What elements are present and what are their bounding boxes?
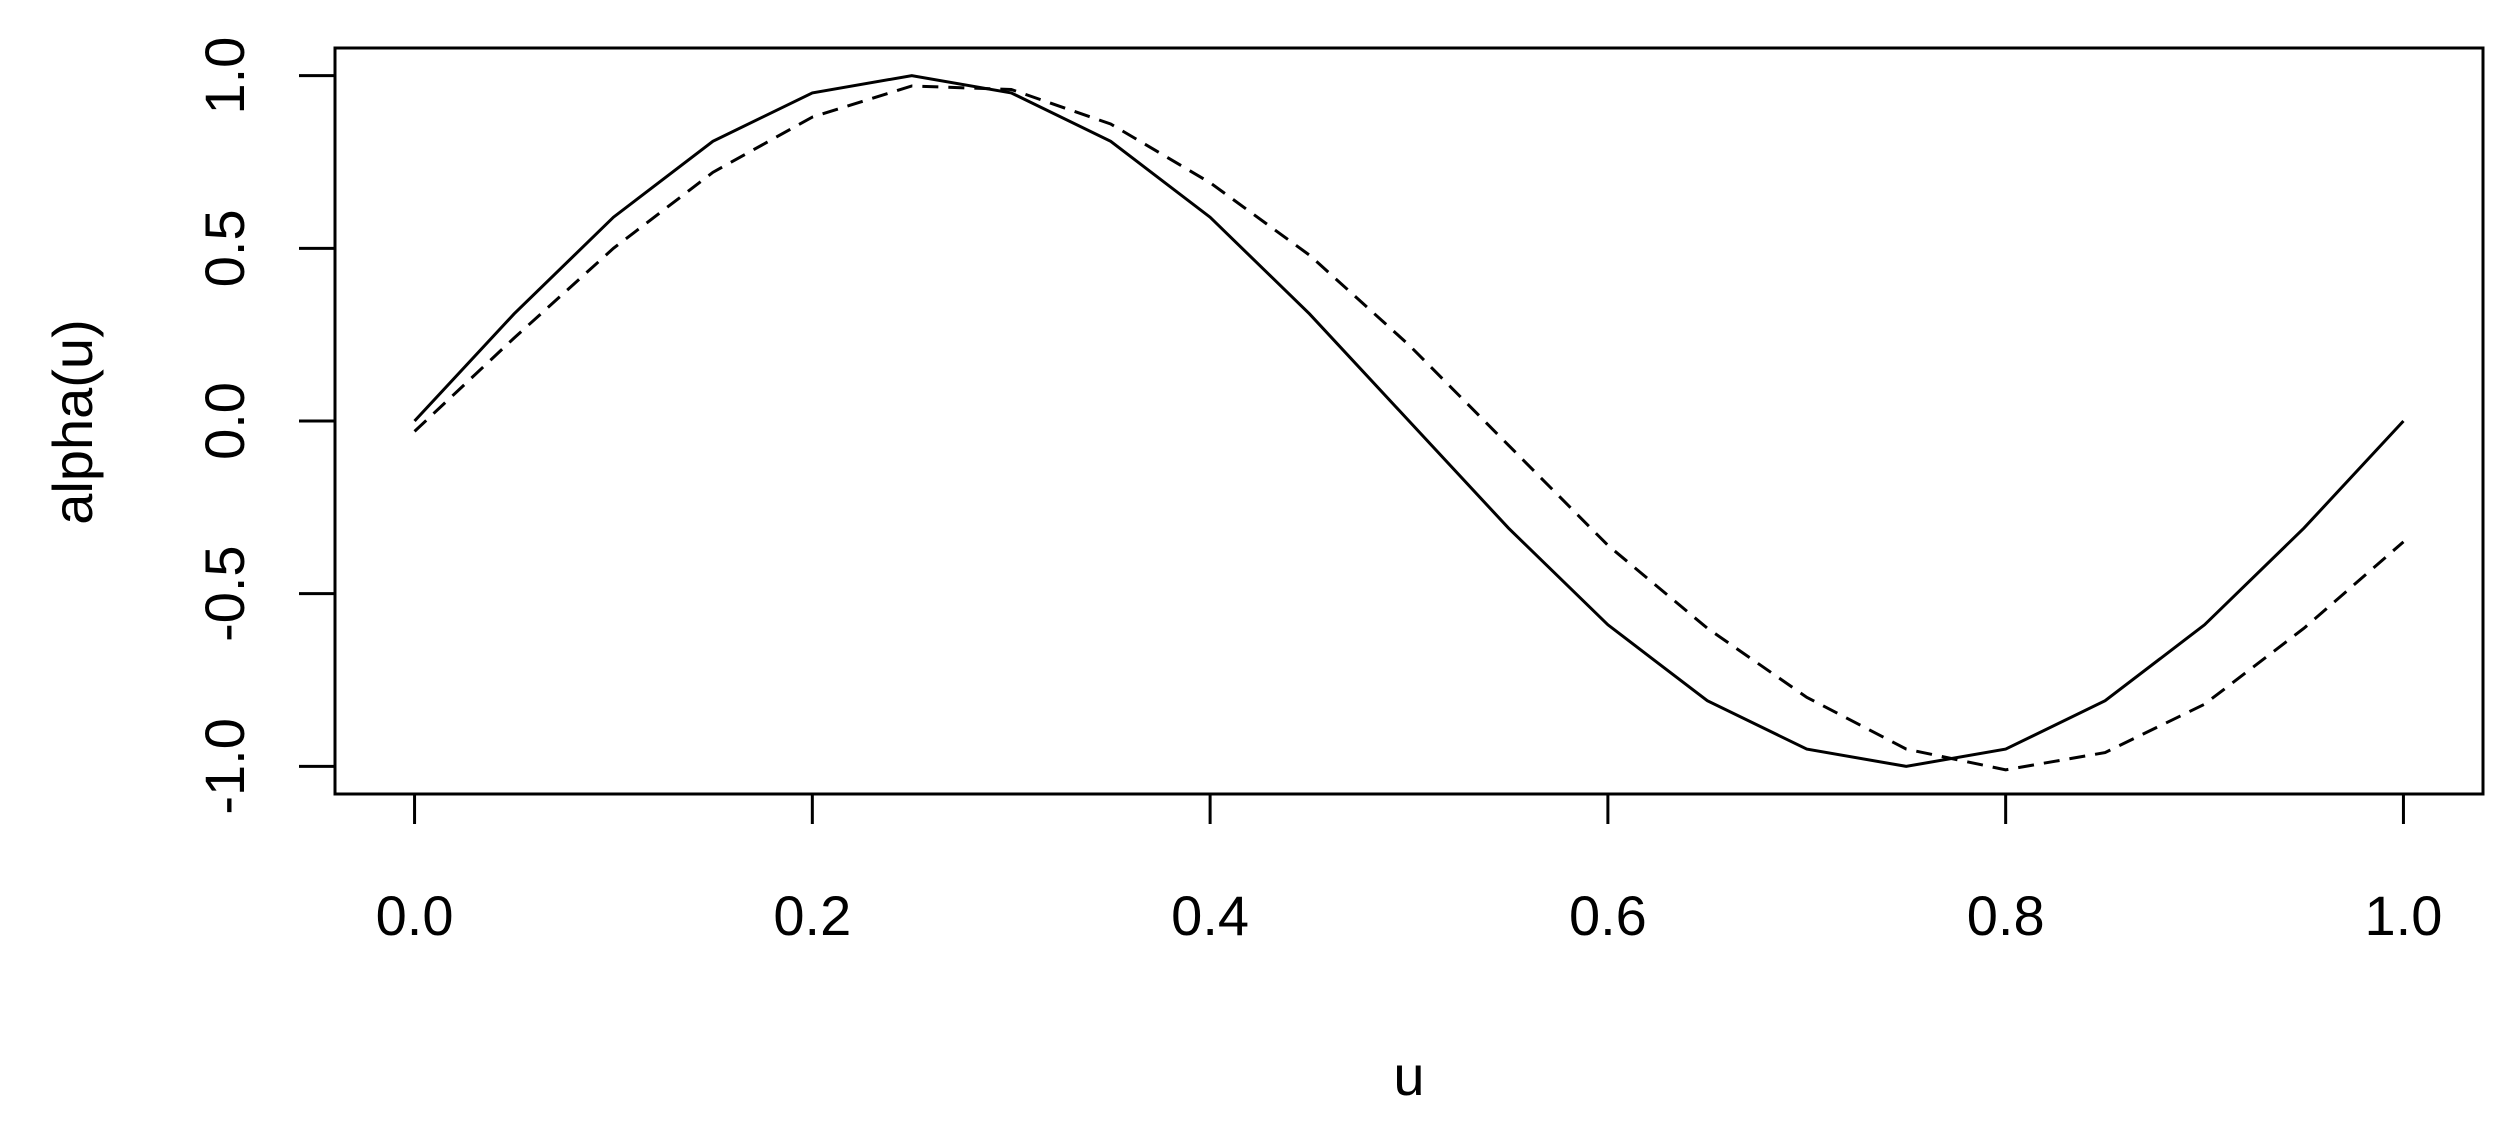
y-tick-label: -1.0: [193, 718, 256, 815]
x-tick-label: 0.4: [1171, 884, 1249, 947]
y-tick-label: 0.5: [193, 209, 256, 287]
x-tick-label: 1.0: [2365, 884, 2443, 947]
x-axis-label: u: [1393, 1044, 1424, 1107]
x-tick-label: 0.0: [376, 884, 454, 947]
x-tick-label: 0.8: [1967, 884, 2045, 947]
series-line: [413, 74, 2405, 768]
x-tick-label: 0.6: [1569, 884, 1647, 947]
y-tick-label: 0.0: [193, 382, 256, 460]
y-tick-label: 1.0: [193, 37, 256, 115]
x-tick-label: 0.2: [773, 884, 851, 947]
y-tick-label: -0.5: [193, 545, 256, 642]
series-line: [413, 84, 2405, 772]
y-axis-label: alpha(u): [41, 319, 104, 524]
